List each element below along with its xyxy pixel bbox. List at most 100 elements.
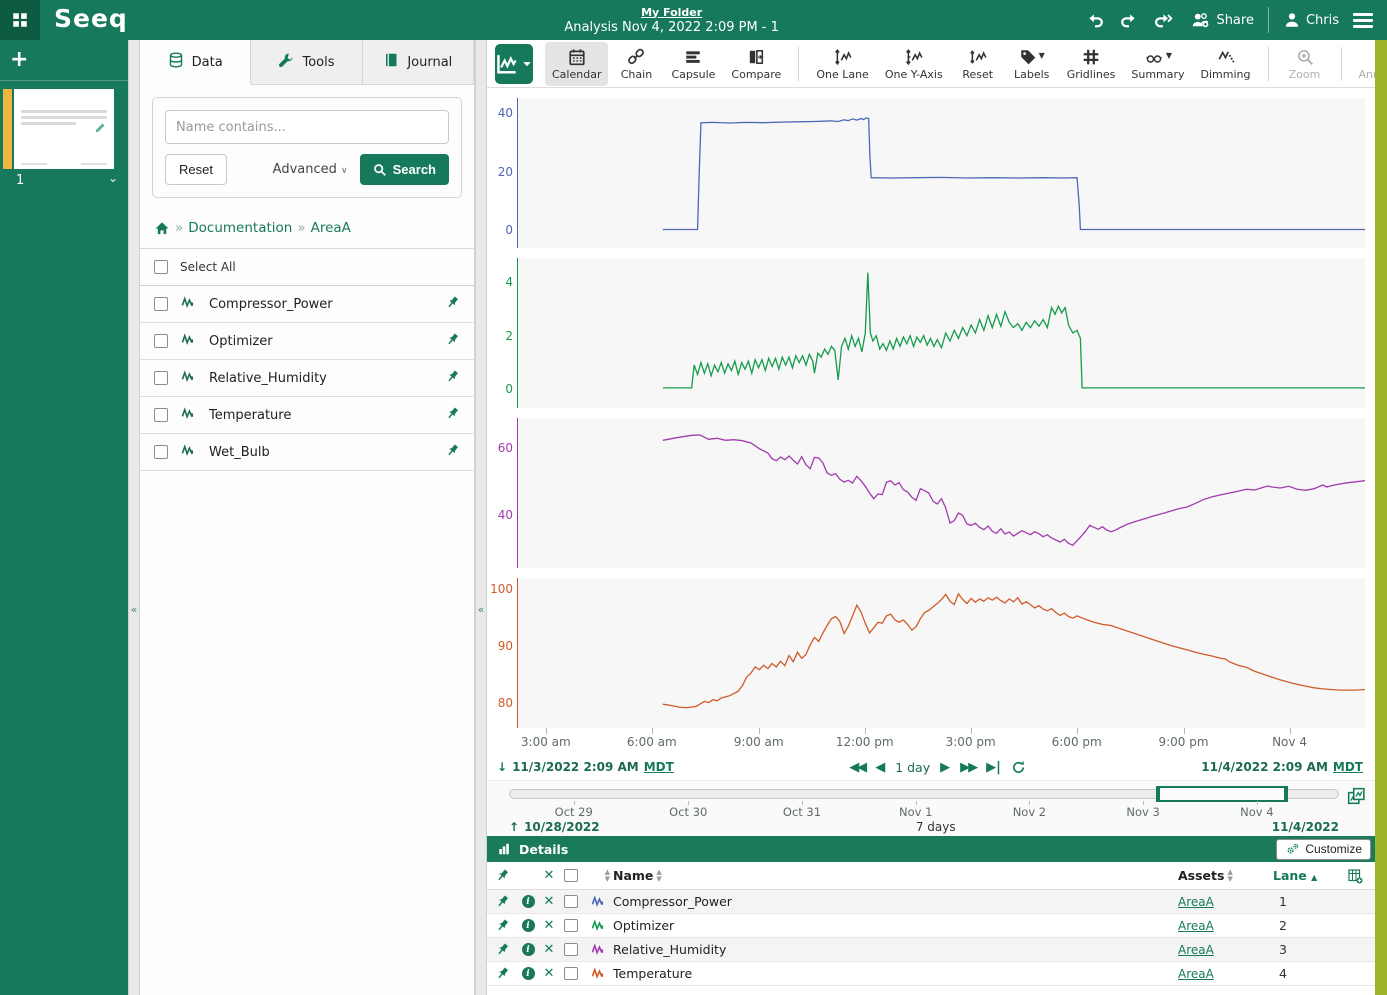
user-menu[interactable]: Chris bbox=[1283, 11, 1339, 29]
worksheet-thumbnail[interactable] bbox=[14, 89, 114, 169]
step-size-label[interactable]: 1 day bbox=[895, 759, 931, 775]
lane-column-header[interactable]: Lane ▲ bbox=[1273, 868, 1318, 883]
add-worksheet-button[interactable]: + bbox=[10, 47, 29, 72]
add-column-icon[interactable] bbox=[1331, 868, 1375, 884]
remove-icon[interactable]: ✕ bbox=[543, 918, 555, 933]
toolbar-button-dimming[interactable]: Dimming bbox=[1194, 42, 1258, 86]
chart-lane-compressor_power[interactable]: 0 20 40 bbox=[487, 98, 1375, 248]
pin-icon[interactable] bbox=[487, 894, 517, 909]
view-selector-button[interactable] bbox=[495, 43, 533, 84]
collapse-worksheets-handle[interactable]: « bbox=[128, 40, 140, 995]
timezone-link[interactable]: MDT bbox=[643, 760, 674, 774]
signal-checkbox[interactable] bbox=[154, 408, 168, 422]
timezone-link[interactable]: MDT bbox=[1332, 760, 1363, 774]
remove-icon[interactable]: ✕ bbox=[543, 894, 555, 909]
search-button[interactable]: Search bbox=[359, 154, 449, 185]
signal-checkbox[interactable] bbox=[154, 445, 168, 459]
step-back-icon[interactable]: ◀ bbox=[875, 759, 886, 775]
signal-row[interactable]: Optimizer bbox=[140, 323, 474, 360]
pin-icon[interactable] bbox=[445, 332, 460, 350]
reset-button[interactable]: Reset bbox=[165, 154, 227, 185]
row-checkbox[interactable] bbox=[564, 895, 578, 908]
tab-data[interactable]: Data bbox=[140, 40, 252, 85]
home-grid-button[interactable] bbox=[0, 0, 40, 40]
details-row[interactable]: i ✕ Compressor_Power AreaA 1 bbox=[487, 890, 1375, 914]
remove-icon[interactable]: ✕ bbox=[543, 942, 555, 957]
info-icon[interactable]: i bbox=[521, 967, 535, 980]
signal-row[interactable]: Temperature bbox=[140, 397, 474, 434]
asset-link[interactable]: AreaA bbox=[1178, 895, 1214, 909]
details-row[interactable]: i ✕ Relative_Humidity AreaA 3 bbox=[487, 938, 1375, 962]
share-button[interactable]: Share bbox=[1189, 11, 1254, 29]
refresh-icon[interactable] bbox=[1011, 760, 1026, 775]
chevron-down-icon[interactable]: ⌄ bbox=[107, 171, 118, 185]
row-checkbox[interactable] bbox=[564, 919, 578, 932]
info-icon[interactable]: i bbox=[521, 919, 535, 932]
toolbar-button-summary[interactable]: ▼ Summary bbox=[1124, 42, 1191, 86]
pin-icon[interactable] bbox=[445, 406, 460, 424]
row-checkbox[interactable] bbox=[564, 943, 578, 956]
seeq-logo[interactable]: Seeq bbox=[54, 3, 128, 33]
pin-icon[interactable] bbox=[487, 966, 517, 981]
step-to-end-icon[interactable]: ▶ | bbox=[986, 759, 1001, 775]
collapse-data-panel-handle[interactable]: « bbox=[475, 40, 487, 995]
signal-checkbox[interactable] bbox=[154, 334, 168, 348]
pin-icon[interactable] bbox=[445, 295, 460, 313]
chart-lane-optimizer[interactable]: 0 2 4 bbox=[487, 258, 1375, 408]
pin-icon[interactable] bbox=[487, 942, 517, 957]
details-row[interactable]: i ✕ Temperature AreaA 4 bbox=[487, 962, 1375, 986]
toolbar-button-one-y-axis[interactable]: One Y-Axis bbox=[878, 42, 950, 86]
timeline-track[interactable] bbox=[509, 789, 1339, 799]
details-row[interactable]: i ✕ Optimizer AreaA 2 bbox=[487, 914, 1375, 938]
remove-icon[interactable]: ✕ bbox=[543, 966, 555, 981]
signal-checkbox[interactable] bbox=[154, 371, 168, 385]
arrow-down-icon[interactable]: ↓ bbox=[497, 760, 508, 774]
timeline-start[interactable]: ↑ 10/28/2022 bbox=[509, 820, 600, 834]
step-forward-fast-icon[interactable]: ▶▶ bbox=[960, 759, 978, 775]
chart-lane-relative_humidity[interactable]: 40 60 bbox=[487, 418, 1375, 568]
timeline-chart-icon[interactable] bbox=[1347, 787, 1365, 805]
chart-lane-temperature[interactable]: 80 90 100 bbox=[487, 578, 1375, 728]
assets-column-header[interactable]: Assets ▲ ▼ bbox=[1178, 867, 1233, 884]
asset-link[interactable]: AreaA bbox=[1178, 919, 1214, 933]
toolbar-button-labels[interactable]: ▼ Labels bbox=[1006, 42, 1058, 86]
signal-checkbox[interactable] bbox=[154, 297, 168, 311]
step-back-fast-icon[interactable]: ◀◀ bbox=[849, 759, 867, 775]
redo-all-icon[interactable] bbox=[1153, 11, 1175, 29]
signal-row[interactable]: Compressor_Power bbox=[140, 286, 474, 323]
row-checkbox[interactable] bbox=[564, 967, 578, 980]
breadcrumb-areaa[interactable]: AreaA bbox=[310, 220, 351, 236]
info-icon[interactable]: i bbox=[521, 943, 535, 956]
search-input[interactable] bbox=[165, 110, 449, 144]
advanced-toggle[interactable]: Advanced ∨ bbox=[272, 162, 348, 177]
asset-link[interactable]: AreaA bbox=[1178, 943, 1214, 957]
my-folder-link[interactable]: My Folder bbox=[641, 5, 703, 19]
name-column-header[interactable]: Name ▲ ▼ bbox=[613, 867, 662, 884]
signal-row[interactable]: Relative_Humidity bbox=[140, 360, 474, 397]
timeline-end[interactable]: 11/4/2022 bbox=[1271, 820, 1339, 834]
timeline-selection-window[interactable] bbox=[1156, 786, 1289, 802]
select-all-checkbox[interactable] bbox=[154, 260, 168, 274]
undo-icon[interactable] bbox=[1085, 11, 1105, 29]
toolbar-button-compare[interactable]: Compare bbox=[724, 42, 788, 86]
range-start[interactable]: 11/3/2022 2:09 AM bbox=[512, 760, 639, 774]
toolbar-button-reset[interactable]: Reset bbox=[952, 42, 1004, 86]
pin-icon[interactable] bbox=[445, 369, 460, 387]
range-end[interactable]: 11/4/2022 2:09 AM bbox=[1201, 760, 1328, 774]
toolbar-button-gridlines[interactable]: Gridlines bbox=[1060, 42, 1123, 86]
asset-link[interactable]: AreaA bbox=[1178, 967, 1214, 981]
breadcrumb-documentation[interactable]: Documentation bbox=[188, 220, 293, 236]
home-icon[interactable] bbox=[154, 221, 170, 236]
pin-icon[interactable] bbox=[487, 918, 517, 933]
customize-button[interactable]: Customize bbox=[1276, 838, 1371, 860]
tab-journal[interactable]: Journal bbox=[363, 40, 474, 84]
info-icon[interactable]: i bbox=[521, 895, 535, 908]
pin-icon[interactable] bbox=[445, 443, 460, 461]
step-forward-icon[interactable]: ▶ bbox=[940, 759, 951, 775]
remove-all-icon[interactable]: ✕ bbox=[543, 868, 555, 883]
signal-row[interactable]: Wet_Bulb bbox=[140, 434, 474, 471]
hamburger-menu-icon[interactable] bbox=[1353, 12, 1373, 28]
toolbar-button-chain[interactable]: Chain bbox=[610, 42, 662, 86]
tab-tools[interactable]: Tools bbox=[251, 40, 363, 84]
toolbar-button-capsule[interactable]: Capsule bbox=[664, 42, 722, 86]
